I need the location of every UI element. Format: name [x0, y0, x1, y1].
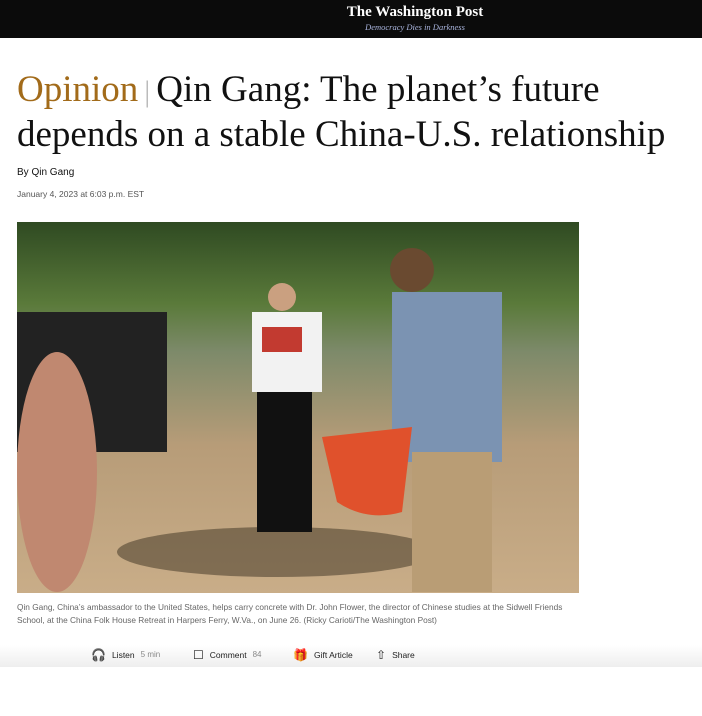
- share-button[interactable]: ⇧ Share: [376, 648, 415, 662]
- photo-illustration: [17, 248, 502, 592]
- gift-article-button[interactable]: 🎁 Gift Article: [293, 648, 353, 662]
- gift-icon: 🎁: [293, 648, 308, 662]
- headphones-icon: 🎧: [91, 648, 106, 662]
- comment-button[interactable]: ☐ Comment 84: [193, 648, 262, 662]
- opinion-kicker[interactable]: Opinion: [17, 69, 139, 110]
- tagline: Democracy Dies in Darkness: [365, 22, 465, 32]
- byline: By Qin Gang: [17, 166, 685, 179]
- article-photo: [17, 222, 579, 593]
- headline: Opinion | Qin Gang: The planet’s future de…: [17, 68, 685, 156]
- article-content: Opinion | Qin Gang: The planet’s future de…: [0, 38, 702, 627]
- divider: |: [144, 75, 151, 108]
- comment-icon: ☐: [193, 648, 204, 662]
- page-title: Qin Gang: The planet’s future depends on…: [17, 69, 666, 155]
- gift-label: Gift Article: [313, 650, 353, 660]
- logo[interactable]: The Washington Post: [346, 4, 484, 20]
- action-bar: 🎧 Listen 5 min ☐ Comment 84 🎁 Gift Artic…: [0, 645, 702, 667]
- listen-button[interactable]: 🎧 Listen 5 min: [91, 648, 160, 662]
- share-label: Share: [392, 650, 415, 660]
- top-bar: The Washington Post Democracy Dies in Da…: [0, 0, 702, 38]
- photo-caption: Qin Gang, China’s ambassador to the Unit…: [17, 602, 563, 625]
- listen-duration: 5 min: [140, 650, 161, 659]
- share-icon: ⇧: [376, 648, 387, 662]
- comment-label: Comment: [209, 650, 247, 660]
- publish-date: January 4, 2023 at 6:03 p.m. EST: [17, 189, 145, 199]
- comment-count: 84: [252, 650, 262, 659]
- listen-label: Listen: [111, 650, 135, 660]
- author-link[interactable]: By Qin Gang: [17, 167, 75, 178]
